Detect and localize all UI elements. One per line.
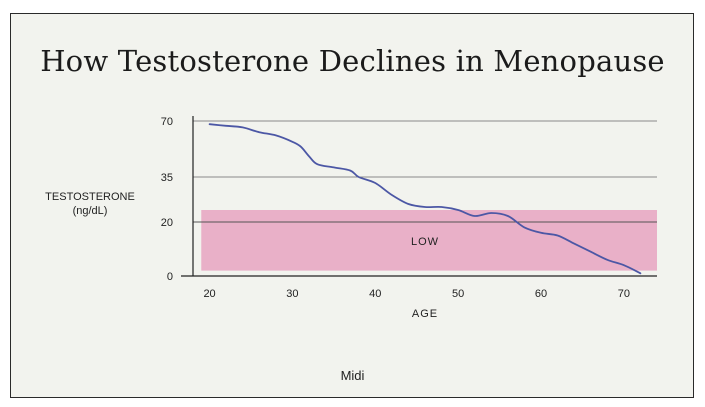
y-tick-label-20: 20	[161, 217, 173, 229]
x-tick-label-40: 40	[369, 288, 381, 300]
x-tick-label-50: 50	[452, 288, 464, 300]
x-tick-label-70: 70	[618, 288, 630, 300]
y-axis-label: TESTOSTERONE (ng/dL)	[30, 190, 150, 218]
chart-frame	[10, 13, 694, 398]
x-tick-label-60: 60	[535, 288, 547, 300]
x-axis-title: AGE	[412, 308, 438, 320]
chart-title: How Testosterone Declines in Menopause	[40, 44, 665, 78]
low-band-label: LOW	[411, 236, 439, 248]
x-tick-label-30: 30	[286, 288, 298, 300]
y-tick-label-35: 35	[161, 172, 173, 184]
y-axis-label-line1: TESTOSTERONE	[45, 191, 135, 203]
y-axis-label-line2: (ng/dL)	[72, 205, 108, 217]
series-line-0	[208, 123, 642, 275]
y-tick-label-70: 70	[161, 116, 173, 128]
x-tick-label-20: 20	[203, 288, 215, 300]
low-band	[201, 210, 658, 271]
footer-brand: Midi	[340, 368, 365, 383]
y-tick-label-0: 0	[167, 271, 173, 283]
